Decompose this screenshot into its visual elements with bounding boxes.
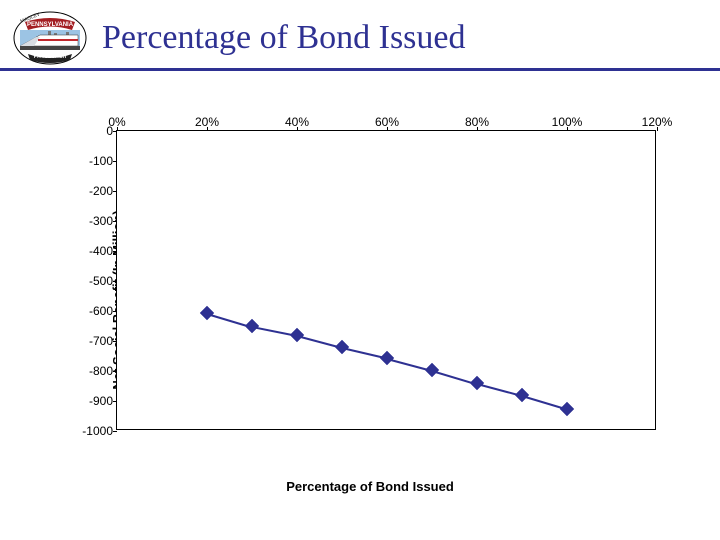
ytick-label: -500 [73,274,113,288]
chart-marker [200,305,214,319]
logo-bottom-text: PITTSBURGH [34,54,67,60]
ytick-label: -100 [73,154,113,168]
chart-marker [290,328,304,342]
ytick-label: -600 [73,304,113,318]
header: PENNSYLVANIA PITTSBURGH MAGLEV Percentag… [0,0,720,71]
chart-marker [335,340,349,354]
ytick-label: -1000 [73,424,113,438]
chart-marker [515,388,529,402]
chart-marker [560,401,574,415]
ytick-label: -200 [73,184,113,198]
chart-container: Net Social Benefit (In Million) 0-100-20… [70,120,670,480]
ytick-label: -300 [73,214,113,228]
ytick-label: 0 [73,124,113,138]
maglev-logo: PENNSYLVANIA PITTSBURGH MAGLEV [10,8,90,68]
chart-marker [380,350,394,364]
chart-marker [245,319,259,333]
ytick-label: -800 [73,364,113,378]
ytick-label: -400 [73,244,113,258]
logo-banner-text: PENNSYLVANIA [27,22,74,28]
chart-marker [425,362,439,376]
ytick-label: -700 [73,334,113,348]
chart-marker [470,376,484,390]
chart-plot-area: 0-100-200-300-400-500-600-700-800-900-10… [116,130,656,430]
chart-xlabel: Percentage of Bond Issued [286,479,454,494]
ytick-label: -900 [73,394,113,408]
page-title: Percentage of Bond Issued [102,19,466,57]
